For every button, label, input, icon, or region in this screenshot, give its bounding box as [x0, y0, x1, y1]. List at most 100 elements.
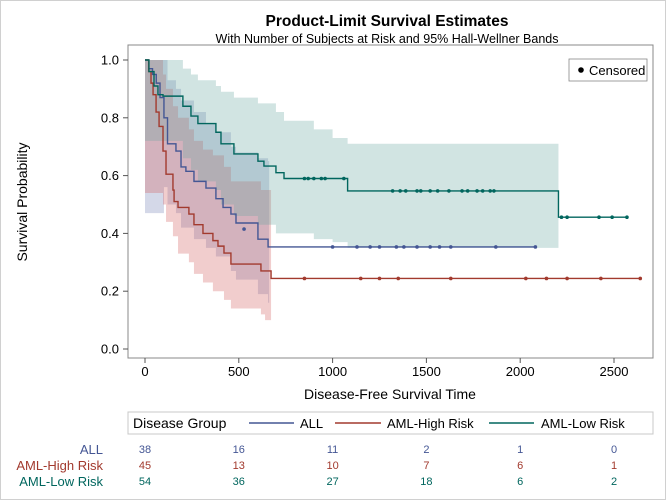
risk-count: 2 [423, 444, 429, 456]
confidence-band-all [145, 60, 270, 303]
survival-curve-aml-high-risk [145, 59, 641, 280]
censored-mark-aml-low-risk [488, 189, 492, 193]
y-tick-label: 0.6 [101, 168, 119, 183]
censored-mark-aml-low-risk [475, 189, 479, 193]
x-tick-label: 2000 [506, 364, 535, 379]
risk-count: 13 [233, 460, 245, 472]
risk-count: 27 [326, 476, 338, 488]
risk-count: 6 [517, 460, 523, 472]
censored-mark-aml-low-risk [465, 189, 470, 193]
censored-mark-all [242, 227, 246, 231]
survival-curve-all [145, 59, 536, 248]
censored-mark-aml-high-risk [448, 276, 453, 281]
risk-count: 7 [423, 460, 429, 472]
legend-title: Disease Group [133, 415, 227, 431]
chart-subtitle: With Number of Subjects at Risk and 95% … [216, 32, 559, 46]
censored-mark-aml-low-risk [435, 189, 440, 193]
risk-row-label: AML-High Risk [16, 458, 103, 473]
censored-mark-aml-low-risk [447, 189, 451, 193]
risk-count: 10 [326, 460, 338, 472]
x-tick-label: 1000 [318, 364, 347, 379]
legend-label-aml-low: AML-Low Risk [541, 416, 625, 431]
censored-mark-all [377, 245, 382, 249]
censored-mark-aml-high-risk [358, 276, 363, 281]
censored-mark-aml-high-risk [599, 276, 603, 281]
plot-frame [127, 44, 654, 359]
chart-title: Product-Limit Survival Estimates [266, 13, 509, 30]
risk-count: 0 [611, 444, 617, 456]
censored-mark-aml-low-risk [306, 176, 311, 181]
legend-label-aml-high: AML-High Risk [387, 416, 474, 431]
censored-mark-aml-low-risk [302, 176, 307, 181]
risk-count: 2 [611, 476, 617, 488]
risk-count: 38 [139, 444, 151, 456]
censored-legend-label: Censored [589, 63, 645, 78]
censored-mark-aml-low-risk [559, 215, 564, 220]
risk-row-label: AML-Low Risk [19, 474, 103, 489]
censored-mark-aml-low-risk [565, 215, 569, 220]
censored-mark-aml-high-risk [377, 276, 382, 281]
risk-count: 6 [517, 476, 523, 488]
y-tick-label: 0.4 [101, 226, 119, 241]
risk-count: 1 [517, 444, 523, 456]
x-tick-label: 2500 [600, 364, 629, 379]
censored-mark-aml-low-risk [390, 189, 395, 193]
censored-mark-aml-low-risk [480, 189, 485, 193]
censored-mark-aml-low-risk [319, 176, 324, 181]
y-tick-label: 1.0 [101, 53, 119, 68]
x-tick-label: 1500 [412, 364, 441, 379]
risk-count: 45 [139, 460, 151, 472]
censored-mark-all [533, 245, 538, 249]
censored-mark-aml-low-risk [323, 176, 327, 181]
x-tick-label: 0 [141, 364, 148, 379]
legend-label-all: ALL [300, 416, 323, 431]
x-tick-label: 500 [228, 364, 250, 379]
censored-legend: Censored [568, 58, 648, 82]
risk-count: 16 [233, 444, 245, 456]
risk-count: 36 [233, 476, 245, 488]
censored-mark-all [437, 245, 442, 249]
risk-count: 1 [611, 460, 617, 472]
censored-mark-all [355, 245, 359, 249]
censored-mark-aml-low-risk [625, 215, 629, 220]
censored-marker-icon [578, 67, 584, 73]
y-axis-label: Survival Probability [14, 142, 30, 261]
survival-curve-aml-low-risk [145, 59, 627, 218]
confidence-band-aml-high-risk [145, 60, 272, 321]
y-tick-label: 0.2 [101, 284, 119, 299]
censored-mark-aml-low-risk [415, 189, 419, 193]
censored-mark-aml-low-risk [312, 176, 316, 181]
y-tick-label: 0.8 [101, 110, 119, 125]
censored-mark-aml-low-risk [398, 189, 402, 193]
censored-mark-all [415, 245, 419, 249]
censored-mark-aml-high-risk [524, 276, 528, 281]
censored-mark-aml-low-risk [610, 215, 614, 220]
censored-mark-all [402, 245, 406, 249]
y-tick-label: 0.0 [101, 342, 119, 357]
censored-mark-aml-high-risk [302, 276, 307, 281]
censored-mark-aml-high-risk [565, 276, 569, 281]
censored-mark-aml-high-risk [638, 276, 643, 281]
risk-row-label: ALL [80, 442, 103, 457]
risk-count: 54 [139, 476, 151, 488]
censored-mark-all [330, 245, 335, 249]
censored-mark-all [448, 245, 453, 249]
censored-mark-all [394, 245, 399, 249]
censored-mark-all [494, 245, 498, 249]
censored-mark-aml-low-risk [597, 215, 601, 220]
group-legend: Disease Group ALL AML-High Risk AML-Low … [127, 411, 654, 435]
censored-mark-aml-low-risk [403, 189, 408, 193]
censored-mark-aml-high-risk [544, 276, 549, 281]
risk-count: 18 [420, 476, 432, 488]
censored-mark-aml-low-risk [418, 189, 423, 193]
censored-mark-all [428, 245, 432, 249]
censored-mark-all [368, 245, 372, 249]
censored-mark-aml-low-risk [492, 189, 496, 193]
x-axis-label: Disease-Free Survival Time [304, 386, 476, 402]
censored-mark-aml-low-risk [460, 189, 464, 193]
censored-mark-aml-high-risk [396, 276, 401, 281]
censored-mark-aml-low-risk [428, 189, 432, 193]
censored-mark-aml-low-risk [342, 176, 346, 181]
